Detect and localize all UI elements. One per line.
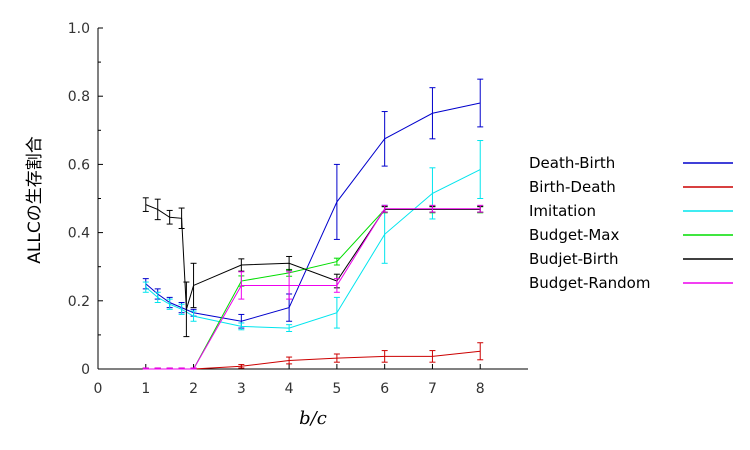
- series-line: [145, 350, 481, 370]
- legend-item: Budjet-Birth: [529, 250, 733, 268]
- axes: [97, 28, 528, 370]
- x-tick-label: 3: [237, 381, 246, 397]
- y-tick-label: 0.4: [68, 226, 90, 242]
- series-line: [145, 208, 481, 370]
- series-layer: [142, 78, 484, 370]
- x-tick-label: 2: [189, 381, 198, 397]
- y-tick-label: 0: [81, 362, 90, 378]
- legend-label: Budget-Max: [529, 226, 619, 244]
- series-line: [145, 204, 481, 310]
- legend-item: Birth-Death: [529, 178, 733, 196]
- x-tick-label: 7: [428, 381, 437, 397]
- y-axis-title: ALLCの生存割合: [25, 136, 45, 263]
- y-tick-label: 1.0: [68, 21, 90, 37]
- legend-item: Budget-Random: [529, 274, 733, 292]
- x-tick-label: 5: [332, 381, 341, 397]
- x-ticks: 0 1 2 3 4 5 6 7 8: [94, 364, 485, 397]
- legend: Death-Birth Birth-Death Imitation Budget-Ma…: [529, 154, 733, 292]
- series-imitation: [142, 140, 484, 332]
- legend-label: Death-Birth: [529, 154, 615, 172]
- legend-label: Budjet-Birth: [529, 250, 619, 268]
- x-tick-label: 0: [94, 381, 103, 397]
- x-tick-label: 4: [285, 381, 294, 397]
- y-tick-label: 0.8: [68, 89, 90, 105]
- x-tick-label: 1: [141, 381, 150, 397]
- series-budjet-birth: [142, 197, 484, 338]
- legend-item: Budget-Max: [529, 226, 733, 244]
- legend-item: Imitation: [529, 202, 733, 220]
- x-tick-label: 8: [476, 381, 485, 397]
- y-tick-label: 0.6: [68, 157, 90, 173]
- series-line: [145, 169, 481, 329]
- legend-item: Death-Birth: [529, 154, 733, 172]
- x-tick-label: 6: [380, 381, 389, 397]
- series-line: [145, 208, 481, 370]
- legend-label: Birth-Death: [529, 178, 616, 196]
- y-tick-label: 0.2: [68, 294, 90, 310]
- y-ticks: 0 0.2 0.4 0.6 0.8 1.0: [68, 21, 103, 378]
- x-axis-title: b/c: [299, 408, 327, 429]
- legend-label: Imitation: [529, 202, 596, 220]
- series-budget-random: [142, 204, 484, 370]
- legend-label: Budget-Random: [529, 274, 650, 292]
